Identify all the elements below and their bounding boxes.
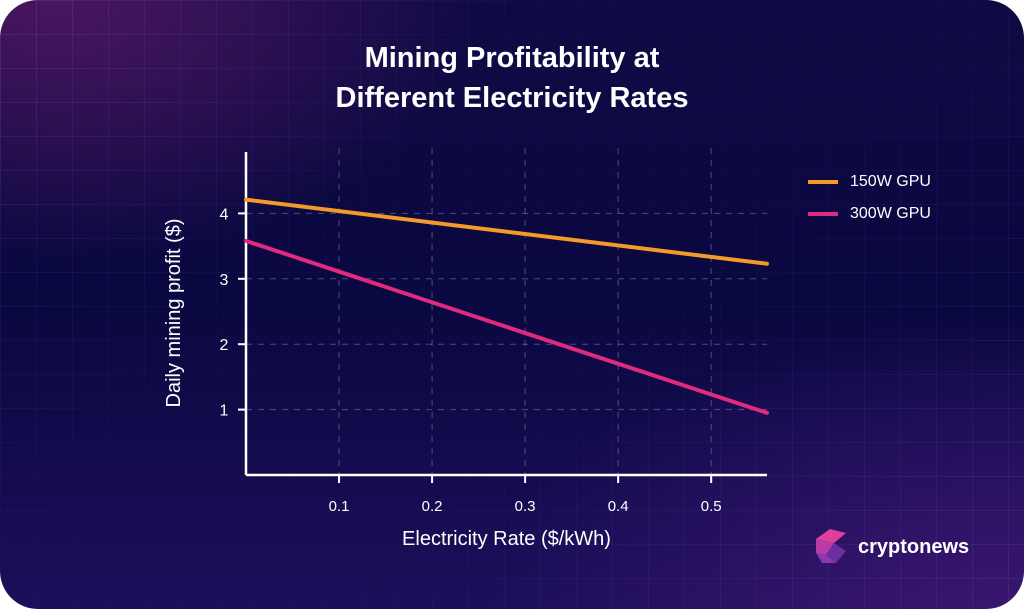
x-tick-label: 0.3 [515,498,536,515]
x-tick-label: 0.4 [608,498,629,515]
legend-item-150w: 150W GPU [808,166,931,198]
title-line-1: Mining Profitability at [364,42,660,74]
legend: 150W GPU 300W GPU [808,166,931,230]
legend-label: 300W GPU [850,205,931,222]
legend-label: 150W GPU [850,173,931,190]
x-tick-label: 0.5 [701,498,722,515]
x-tick-label: 0.1 [329,498,350,515]
y-tick-label: 4 [220,206,229,223]
y-axis-label: Daily mining profit ($) [163,219,185,408]
cryptonews-logo-icon [816,529,846,563]
title-line-2: Different Electricity Rates [335,82,689,114]
legend-swatch-pink [808,212,838,216]
brand-name: cryptonews [858,535,970,558]
chart-title: Mining Profitability at Different Electr… [0,38,1024,118]
series-line-300w [244,238,769,415]
legend-swatch-orange [808,180,838,184]
y-tick-label: 1 [220,403,229,420]
y-tick-label: 2 [220,337,229,354]
x-tick-label: 0.2 [422,498,443,515]
y-tick-label: 3 [220,272,229,289]
legend-item-300w: 300W GPU [808,198,931,230]
x-axis-label: Electricity Rate ($/kWh) [402,528,611,550]
series-line-150w [244,197,769,266]
brand-logo: cryptonews [812,527,969,567]
